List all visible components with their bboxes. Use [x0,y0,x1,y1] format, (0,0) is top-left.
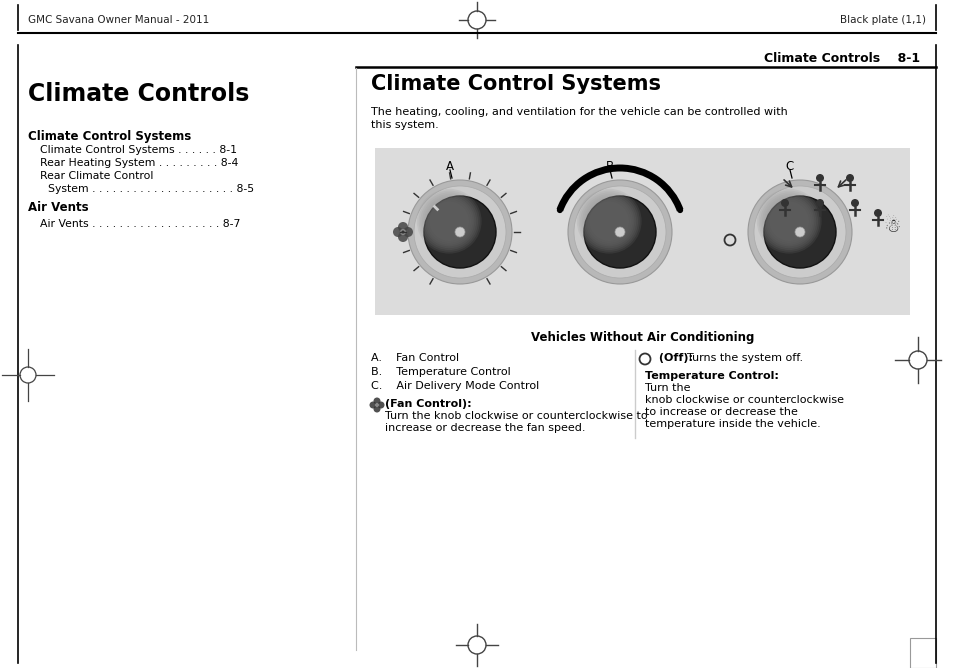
Text: Turn the: Turn the [644,383,690,393]
Circle shape [761,194,816,248]
Text: Turn the knob clockwise or counterclockwise to: Turn the knob clockwise or counterclockw… [385,411,647,421]
Circle shape [374,397,380,405]
Circle shape [567,180,671,284]
Circle shape [399,229,406,235]
Text: A: A [446,160,454,173]
Text: C.    Air Delivery Mode Control: C. Air Delivery Mode Control [371,381,538,391]
Text: Climate Controls    8-1: Climate Controls 8-1 [763,52,919,65]
Text: B.    Temperature Control: B. Temperature Control [371,367,510,377]
Text: Rear Climate Control: Rear Climate Control [40,171,153,181]
Circle shape [758,190,819,252]
Text: Rear Heating System . . . . . . . . . 8-4: Rear Heating System . . . . . . . . . 8-… [40,158,238,168]
Text: (Fan Control):: (Fan Control): [385,399,471,409]
Circle shape [427,200,471,242]
Circle shape [747,180,851,284]
Circle shape [408,180,512,284]
Text: Turns the system off.: Turns the system off. [686,353,802,363]
Text: to increase or decrease the: to increase or decrease the [644,407,797,417]
Circle shape [374,405,380,413]
Circle shape [850,199,858,207]
Circle shape [375,403,378,407]
Circle shape [587,200,630,242]
Circle shape [760,192,817,250]
Circle shape [422,194,476,248]
Circle shape [423,196,496,268]
Text: A.    Fan Control: A. Fan Control [371,353,458,363]
Circle shape [401,230,404,234]
Circle shape [781,199,788,207]
Circle shape [753,186,845,278]
Circle shape [763,196,835,268]
Text: Air Vents: Air Vents [28,201,89,214]
Circle shape [763,196,814,246]
Circle shape [369,401,376,409]
Circle shape [577,189,641,254]
Circle shape [397,232,408,242]
Circle shape [397,222,408,232]
Circle shape [581,194,636,248]
Text: Climate Control Systems . . . . . . 8-1: Climate Control Systems . . . . . . 8-1 [40,145,236,155]
Circle shape [416,189,481,254]
Circle shape [583,196,634,246]
Text: this system.: this system. [371,120,438,130]
Text: The heating, cooling, and ventilation for the vehicle can be controlled with: The heating, cooling, and ventilation fo… [371,107,787,117]
Circle shape [794,227,804,237]
Text: temperature inside the vehicle.: temperature inside the vehicle. [644,419,820,429]
Circle shape [765,198,812,244]
Circle shape [583,196,656,268]
Text: Black plate (1,1): Black plate (1,1) [840,15,925,25]
Text: Air Vents . . . . . . . . . . . . . . . . . . . 8-7: Air Vents . . . . . . . . . . . . . . . … [40,219,240,229]
Circle shape [677,207,682,213]
Circle shape [767,200,810,242]
Circle shape [585,198,632,244]
Circle shape [579,192,638,250]
Circle shape [873,209,882,217]
Text: increase or decrease the fan speed.: increase or decrease the fan speed. [385,423,585,433]
Bar [375,148,909,315]
Circle shape [393,227,402,237]
Text: C: C [785,160,793,173]
Text: knob clockwise or counterclockwise: knob clockwise or counterclockwise [644,395,843,405]
Circle shape [815,174,823,182]
Text: Climate Controls: Climate Controls [28,82,249,106]
Circle shape [425,198,472,244]
Text: ☃: ☃ [882,218,900,236]
Circle shape [815,199,823,207]
Circle shape [402,227,413,237]
Text: B: B [605,160,614,173]
Text: System . . . . . . . . . . . . . . . . . . . . . 8-5: System . . . . . . . . . . . . . . . . .… [48,184,253,194]
Circle shape [756,189,821,254]
Text: (Off):: (Off): [655,353,692,363]
Circle shape [455,227,464,237]
Circle shape [420,192,477,250]
Text: GMC Savana Owner Manual - 2011: GMC Savana Owner Manual - 2011 [28,15,209,25]
Circle shape [578,190,639,252]
Circle shape [615,227,624,237]
Circle shape [557,207,562,213]
Text: Climate Control Systems: Climate Control Systems [28,130,191,143]
Circle shape [845,174,853,182]
Circle shape [377,401,384,409]
Text: Climate Control Systems: Climate Control Systems [371,74,660,94]
Circle shape [574,186,665,278]
Circle shape [418,190,479,252]
Circle shape [423,196,474,246]
Bar [909,638,935,668]
Text: Temperature Control:: Temperature Control: [644,371,778,381]
Circle shape [414,186,505,278]
Text: Vehicles Without Air Conditioning: Vehicles Without Air Conditioning [530,331,754,344]
